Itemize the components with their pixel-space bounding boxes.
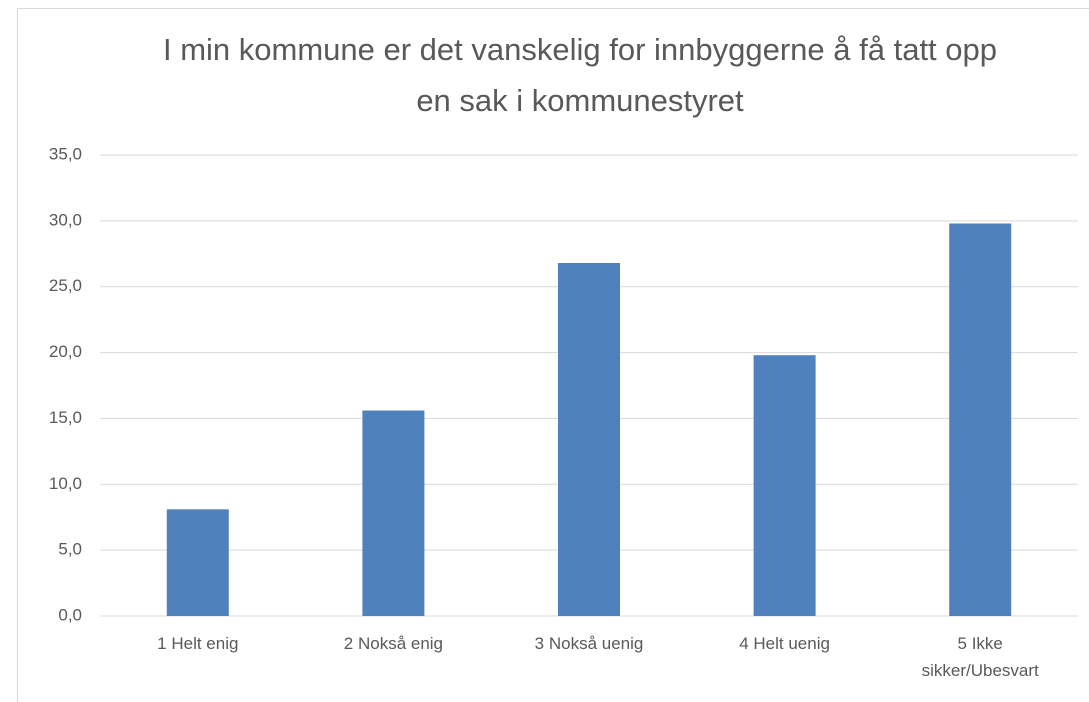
y-tick-label: 25,0 <box>49 276 82 295</box>
x-tick-label: 5 Ikke sikker/Ubesvart <box>922 634 1039 680</box>
chart-title: I min kommune er det vanskelig for innby… <box>163 32 997 118</box>
y-tick-label: 30,0 <box>49 210 82 229</box>
y-tick-label: 15,0 <box>49 408 82 427</box>
x-tick-label: 4 Helt uenig <box>739 634 830 653</box>
bar <box>166 509 229 616</box>
bar <box>362 410 425 616</box>
y-tick-label: 0,0 <box>58 605 82 624</box>
y-tick-label: 20,0 <box>49 342 82 361</box>
bar <box>558 263 620 616</box>
y-tick-label: 35,0 <box>49 144 82 163</box>
x-tick-label: 1 Helt enig <box>157 634 238 653</box>
x-tick-label: 3 Nokså uenig <box>535 634 644 653</box>
bar <box>753 355 816 616</box>
bar <box>949 223 1012 616</box>
y-tick-label: 10,0 <box>49 474 82 493</box>
y-tick-label: 5,0 <box>58 540 82 559</box>
x-tick-label: 2 Nokså enig <box>344 634 443 653</box>
